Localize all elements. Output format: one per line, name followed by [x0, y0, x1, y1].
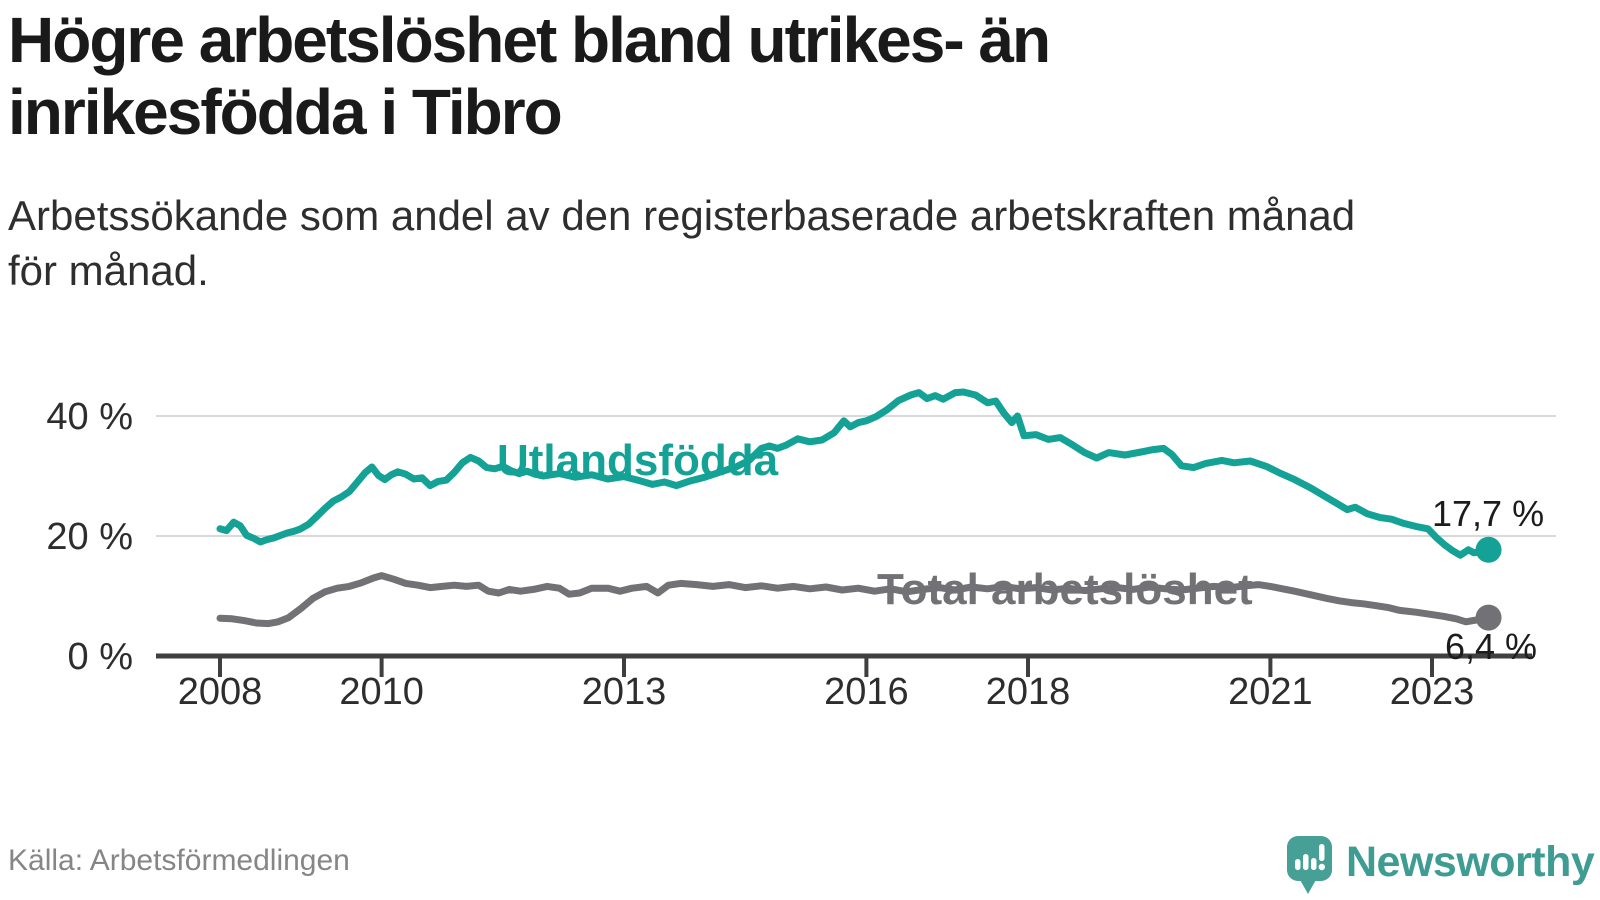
y-axis-label: 40 % [46, 396, 133, 438]
x-axis-label: 2016 [824, 671, 909, 713]
series-label-total-arbetsloshet: Total arbetslöshet [877, 565, 1253, 614]
series-label-utlandsfodda: Utlandsfödda [497, 436, 779, 485]
series-line-total-arbetsloshet [216, 572, 1493, 628]
x-axis-label: 2008 [178, 671, 263, 713]
newsworthy-logo-icon [1287, 836, 1332, 894]
x-axis-label: 2013 [582, 671, 667, 713]
x-axis-label: 2021 [1228, 671, 1313, 713]
end-value-label-utlandsfodda: 17,7 % [1432, 493, 1545, 534]
end-value-label-total: 6,4 % [1445, 626, 1538, 667]
chart-title-line2: inrikesfödda i Tibro [8, 76, 563, 149]
chart-title-line1: Högre arbetslöshet bland utrikes- än [8, 4, 1051, 76]
chart-title: Högre arbetslöshet bland utrikes- än inr… [8, 4, 1408, 149]
chart-subtitle-line2: för månad. [8, 247, 209, 295]
source-note: Källa: Arbetsförmedlingen [8, 844, 350, 877]
y-axis-label: 0 % [68, 636, 133, 678]
chart-subtitle: Arbetssökande som andel av den registerb… [8, 188, 1568, 299]
x-axis-label: 2010 [339, 671, 424, 713]
x-axis-label: 2023 [1390, 671, 1475, 713]
series-end-dot-utlandsfodda [1475, 536, 1502, 563]
chart-subtitle-line1: Arbetssökande som andel av den registerb… [8, 192, 1356, 239]
x-axis-label: 2018 [986, 671, 1071, 713]
newsworthy-wordmark: Newsworthy [1346, 838, 1595, 886]
y-axis-label: 20 % [46, 516, 133, 558]
series-line-utlandsfodda [216, 388, 1493, 559]
series-end-dot-total-arbetsloshet [1475, 604, 1502, 631]
